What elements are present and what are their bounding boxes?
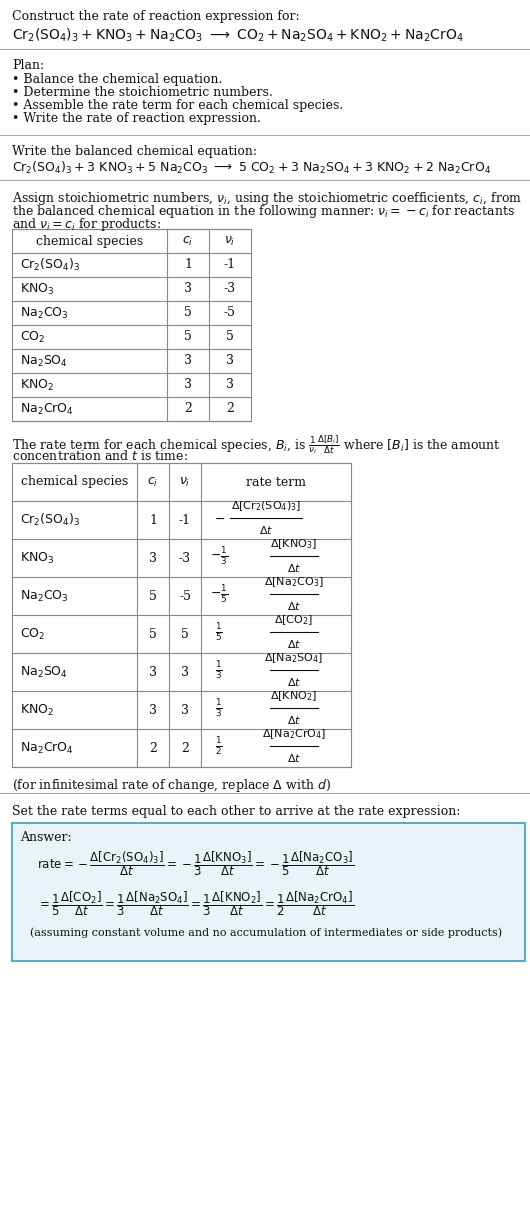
Text: The rate term for each chemical species, $B_i$, is $\frac{1}{\nu_i}\frac{\Delta[: The rate term for each chemical species,… (12, 432, 501, 455)
Bar (12, 823, 525, 962)
Text: $-\frac{1}{3}$: $-\frac{1}{3}$ (210, 545, 228, 567)
Text: concentration and $t$ is time:: concentration and $t$ is time: (12, 449, 188, 463)
Text: -5: -5 (224, 307, 236, 319)
Text: -1: -1 (224, 259, 236, 272)
Text: the balanced chemical equation in the following manner: $\nu_i = -c_i$ for react: the balanced chemical equation in the fo… (12, 203, 515, 220)
Text: $\Delta t$: $\Delta t$ (287, 638, 301, 650)
Text: Answer:: Answer: (20, 831, 72, 844)
Text: $\mathrm{Na_2SO_4}$: $\mathrm{Na_2SO_4}$ (20, 354, 68, 368)
Text: $= \dfrac{1}{5}\dfrac{\Delta[\mathrm{CO_2}]}{\Delta t} = \dfrac{1}{3}\dfrac{\Del: $= \dfrac{1}{5}\dfrac{\Delta[\mathrm{CO_… (37, 889, 354, 918)
Text: $\Delta t$: $\Delta t$ (287, 600, 301, 612)
Text: $\mathrm{rate} = -\dfrac{\Delta[\mathrm{Cr_2(SO_4)_3}]}{\Delta t} = -\dfrac{1}{3: $\mathrm{rate} = -\dfrac{\Delta[\mathrm{… (37, 849, 354, 878)
Text: chemical species: chemical species (36, 234, 143, 248)
Text: (assuming constant volume and no accumulation of intermediates or side products): (assuming constant volume and no accumul… (30, 927, 502, 937)
Text: $\frac{1}{5}$: $\frac{1}{5}$ (215, 621, 223, 643)
Text: $\mathrm{CO_2}$: $\mathrm{CO_2}$ (20, 627, 45, 641)
Text: $\Delta t$: $\Delta t$ (287, 562, 301, 574)
Text: Construct the rate of reaction expression for:: Construct the rate of reaction expressio… (12, 10, 299, 23)
Text: 3: 3 (149, 666, 157, 679)
Text: Set the rate terms equal to each other to arrive at the rate expression:: Set the rate terms equal to each other t… (12, 805, 461, 818)
Text: 3: 3 (226, 354, 234, 367)
Text: • Balance the chemical equation.: • Balance the chemical equation. (12, 72, 223, 86)
Text: $\mathrm{Na_2CO_3}$: $\mathrm{Na_2CO_3}$ (20, 306, 68, 320)
Text: 3: 3 (184, 283, 192, 296)
Text: $\mathrm{Na_2SO_4}$: $\mathrm{Na_2SO_4}$ (20, 664, 68, 680)
Text: $\mathrm{KNO_2}$: $\mathrm{KNO_2}$ (20, 377, 54, 393)
Text: 5: 5 (184, 331, 192, 343)
Text: $-\frac{1}{5}$: $-\frac{1}{5}$ (210, 583, 228, 605)
Text: $\Delta[\mathrm{Na_2CO_3}]$: $\Delta[\mathrm{Na_2CO_3}]$ (264, 575, 324, 590)
Text: 3: 3 (149, 703, 157, 716)
Text: 1: 1 (149, 513, 157, 527)
Text: rate term: rate term (246, 476, 306, 488)
Text: 5: 5 (226, 331, 234, 343)
Text: 2: 2 (149, 742, 157, 755)
Text: $\mathrm{Cr_2(SO_4)_3 + 3\ KNO_3 + 5\ Na_2CO_3\ \longrightarrow\ 5\ CO_2 + 3\ Na: $\mathrm{Cr_2(SO_4)_3 + 3\ KNO_3 + 5\ Na… (12, 159, 491, 176)
Text: $\mathrm{Na_2CO_3}$: $\mathrm{Na_2CO_3}$ (20, 588, 68, 604)
Text: $\mathrm{Cr_2(SO_4)_3}$: $\mathrm{Cr_2(SO_4)_3}$ (20, 512, 81, 528)
Text: $\Delta[\mathrm{Na_2CrO_4}]$: $\Delta[\mathrm{Na_2CrO_4}]$ (262, 727, 326, 741)
Text: 3: 3 (184, 378, 192, 391)
Text: Write the balanced chemical equation:: Write the balanced chemical equation: (12, 145, 257, 158)
Text: $\mathrm{KNO_2}$: $\mathrm{KNO_2}$ (20, 702, 54, 718)
Text: $\mathrm{Cr_2(SO_4)_3}$: $\mathrm{Cr_2(SO_4)_3}$ (20, 257, 81, 273)
Text: $\mathrm{Cr_2(SO_4)_3 + KNO_3 + Na_2CO_3\ \longrightarrow\ CO_2 + Na_2SO_4 + KNO: $\mathrm{Cr_2(SO_4)_3 + KNO_3 + Na_2CO_3… (12, 27, 464, 45)
Text: 5: 5 (184, 307, 192, 319)
Text: $\Delta t$: $\Delta t$ (287, 753, 301, 763)
Text: 5: 5 (149, 627, 157, 640)
Text: $\Delta[\mathrm{Na_2SO_4}]$: $\Delta[\mathrm{Na_2SO_4}]$ (264, 651, 323, 664)
Text: -5: -5 (179, 590, 191, 603)
Text: $\nu_i$: $\nu_i$ (224, 234, 236, 248)
Text: $\frac{1}{3}$: $\frac{1}{3}$ (215, 660, 223, 681)
Text: $\Delta[\mathrm{KNO_2}]$: $\Delta[\mathrm{KNO_2}]$ (270, 690, 317, 703)
Text: 3: 3 (226, 378, 234, 391)
Text: $\Delta[\mathrm{CO_2}]$: $\Delta[\mathrm{CO_2}]$ (275, 614, 314, 627)
Text: $\nu_i$: $\nu_i$ (179, 476, 191, 488)
Text: and $\nu_i = c_i$ for products:: and $\nu_i = c_i$ for products: (12, 216, 161, 233)
Text: $c_i$: $c_i$ (147, 476, 158, 488)
Text: 2: 2 (226, 402, 234, 416)
Text: Assign stoichiometric numbers, $\nu_i$, using the stoichiometric coefficients, $: Assign stoichiometric numbers, $\nu_i$, … (12, 190, 522, 207)
Text: $\Delta t$: $\Delta t$ (259, 524, 273, 536)
Text: 5: 5 (181, 627, 189, 640)
Text: $\mathrm{KNO_3}$: $\mathrm{KNO_3}$ (20, 551, 55, 565)
Text: 2: 2 (184, 402, 192, 416)
Text: 3: 3 (181, 666, 189, 679)
Text: 3: 3 (181, 703, 189, 716)
Text: $\mathrm{Na_2CrO_4}$: $\mathrm{Na_2CrO_4}$ (20, 741, 74, 755)
Text: $\mathrm{KNO_3}$: $\mathrm{KNO_3}$ (20, 281, 55, 296)
Bar (12, 230, 251, 422)
Text: $\mathrm{CO_2}$: $\mathrm{CO_2}$ (20, 330, 45, 344)
Text: $-$: $-$ (214, 511, 225, 524)
Text: 2: 2 (181, 742, 189, 755)
Text: $\mathrm{Na_2CrO_4}$: $\mathrm{Na_2CrO_4}$ (20, 401, 74, 417)
Text: • Write the rate of reaction expression.: • Write the rate of reaction expression. (12, 112, 261, 124)
Text: 3: 3 (149, 552, 157, 564)
Bar (12, 463, 351, 767)
Text: $c_i$: $c_i$ (182, 234, 193, 248)
Text: 3: 3 (184, 354, 192, 367)
Text: • Assemble the rate term for each chemical species.: • Assemble the rate term for each chemic… (12, 99, 343, 112)
Text: -3: -3 (224, 283, 236, 296)
Text: $\frac{1}{3}$: $\frac{1}{3}$ (215, 697, 223, 719)
Text: 1: 1 (184, 259, 192, 272)
Text: • Determine the stoichiometric numbers.: • Determine the stoichiometric numbers. (12, 86, 273, 99)
Text: chemical species: chemical species (21, 476, 128, 488)
Text: $\Delta t$: $\Delta t$ (287, 676, 301, 689)
Text: 5: 5 (149, 590, 157, 603)
Text: -3: -3 (179, 552, 191, 564)
Text: (for infinitesimal rate of change, replace $\Delta$ with $d$): (for infinitesimal rate of change, repla… (12, 777, 331, 794)
Text: $\Delta[\mathrm{KNO_3}]$: $\Delta[\mathrm{KNO_3}]$ (270, 538, 317, 551)
Text: $\Delta[\mathrm{Cr_2(SO_4)_3}]$: $\Delta[\mathrm{Cr_2(SO_4)_3}]$ (231, 499, 301, 513)
Text: Plan:: Plan: (12, 59, 44, 72)
Text: -1: -1 (179, 513, 191, 527)
Text: $\Delta t$: $\Delta t$ (287, 714, 301, 726)
Text: $\frac{1}{2}$: $\frac{1}{2}$ (215, 734, 223, 757)
